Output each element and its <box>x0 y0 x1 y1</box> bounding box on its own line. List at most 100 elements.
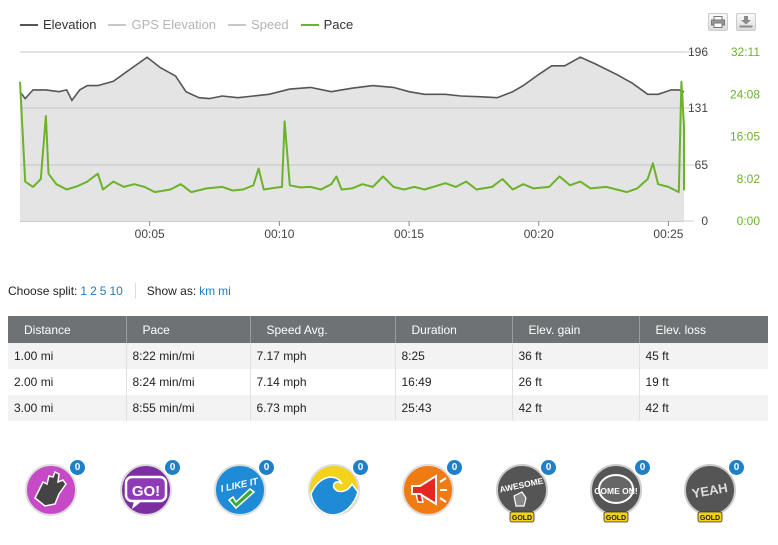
print-button[interactable] <box>708 13 728 31</box>
x-tick-label: 00:25 <box>653 227 683 241</box>
come-on-badge-icon: COME ON! GOLD <box>590 464 642 523</box>
cell-pace: 8:55 min/mi <box>126 395 251 421</box>
badge-count: 0 <box>351 458 370 477</box>
chart-svg: 0 65 131 196 0:00 8:02 16:05 24:08 32:11 00:05 00:… <box>19 45 761 241</box>
table-row: 3.00 mi 8:55 min/mi 6.73 mph 25:43 42 ft… <box>8 395 768 421</box>
awesome-badge-icon: AWESOME GOLD <box>496 464 548 523</box>
table-row: 1.00 mi 8:22 min/mi 7.17 mph 8:25 36 ft … <box>8 343 768 369</box>
legend-item-elevation[interactable]: Elevation <box>20 17 96 32</box>
elevation-area <box>20 57 684 222</box>
badge-count: 0 <box>445 458 464 477</box>
cell-elev-gain: 36 ft <box>512 343 640 369</box>
legend-label: Pace <box>323 17 354 32</box>
y-right-tick-label: 8:02 <box>737 172 761 186</box>
unit-option-km[interactable]: km <box>199 284 216 298</box>
wave-badge-icon <box>308 464 360 516</box>
cell-duration: 25:43 <box>395 395 513 421</box>
split-option-2[interactable]: 2 <box>90 284 97 298</box>
badge-count: 0 <box>163 458 182 477</box>
x-tick-label: 00:15 <box>394 227 424 241</box>
cell-speed: 6.73 mph <box>250 395 396 421</box>
split-controls: Choose split: 1 2 5 10 Show as: km mi <box>8 283 231 299</box>
header-pace[interactable]: Pace <box>126 316 251 343</box>
y-right-tick-label: 0:00 <box>737 214 761 228</box>
legend-item-pace[interactable]: Pace <box>300 17 354 32</box>
i-like-it-badge[interactable]: I LIKE IT 0 <box>214 458 276 528</box>
awesome-badge[interactable]: AWESOME GOLD 0 <box>496 458 558 528</box>
download-button[interactable] <box>736 13 756 31</box>
cell-elev-loss: 19 ft <box>639 369 768 395</box>
cell-speed: 7.17 mph <box>250 343 396 369</box>
x-tick-label: 00:10 <box>264 227 294 241</box>
cell-duration: 16:49 <box>395 369 513 395</box>
i-like-it-badge-icon: I LIKE IT <box>214 464 266 516</box>
cell-distance: 3.00 mi <box>8 395 127 421</box>
cell-elev-gain: 26 ft <box>512 369 640 395</box>
legend-swatch <box>300 23 319 26</box>
legend-label: Elevation <box>43 17 97 32</box>
legend-item-gps-elevation[interactable]: GPS Elevation <box>108 17 216 32</box>
divider <box>134 283 136 299</box>
cell-elev-gain: 42 ft <box>512 395 640 421</box>
high-five-badge[interactable]: 0 <box>25 458 87 528</box>
wave-badge[interactable]: 0 <box>308 458 370 528</box>
y-left-tick-label: 65 <box>695 158 709 172</box>
split-option-10[interactable]: 10 <box>109 284 123 298</box>
go-badge[interactable]: GO! 0 <box>120 458 182 528</box>
megaphone-badge-icon <box>402 464 454 516</box>
elevation-pace-chart[interactable]: 0 65 131 196 0:00 8:02 16:05 24:08 32:11 00:05 00:… <box>0 40 778 250</box>
print-icon <box>711 16 725 28</box>
y-left-tick-label: 0 <box>701 214 708 228</box>
header-elev-gain[interactable]: Elev. gain <box>512 316 640 343</box>
high-five-badge-icon <box>25 464 77 516</box>
legend-swatch <box>20 23 38 26</box>
x-tick-label: 00:20 <box>524 227 554 241</box>
megaphone-badge[interactable]: 0 <box>402 458 464 528</box>
cell-distance: 2.00 mi <box>8 369 127 395</box>
badge-count: 0 <box>257 458 276 477</box>
cell-pace: 8:24 min/mi <box>126 369 251 395</box>
y-right-tick-label: 24:08 <box>730 87 760 101</box>
header-elev-loss[interactable]: Elev. loss <box>639 316 768 343</box>
header-distance[interactable]: Distance <box>8 316 127 343</box>
cell-distance: 1.00 mi <box>8 343 127 369</box>
cell-elev-loss: 45 ft <box>639 343 768 369</box>
legend-label: GPS Elevation <box>131 17 217 32</box>
pace-line <box>19 80 685 194</box>
table-row: 2.00 mi 8:24 min/mi 7.14 mph 16:49 26 ft… <box>8 369 768 395</box>
cell-elev-loss: 42 ft <box>639 395 768 421</box>
badge-count: 0 <box>727 458 746 477</box>
cell-duration: 8:25 <box>395 343 513 369</box>
yeah-badge[interactable]: YEAH GOLD 0 <box>684 458 746 528</box>
legend-item-speed[interactable]: Speed <box>228 17 289 32</box>
badge-tag: GOLD <box>512 515 532 522</box>
cheer-badges: 0 GO! 0 I LIKE IT 0 0 <box>0 458 778 532</box>
badge-count: 0 <box>633 458 652 477</box>
y-right-tick-label: 16:05 <box>730 130 760 144</box>
download-icon <box>739 16 753 28</box>
badge-count: 0 <box>68 458 87 477</box>
show-as-label: Show as: <box>146 284 197 298</box>
chart-legend: Elevation GPS Elevation Speed Pace <box>20 17 365 32</box>
go-badge-icon: GO! <box>120 464 172 516</box>
y-left-tick-label: 131 <box>688 101 708 115</box>
legend-label: Speed <box>251 17 289 32</box>
header-duration[interactable]: Duration <box>395 316 513 343</box>
cell-pace: 8:22 min/mi <box>126 343 251 369</box>
legend-swatch <box>108 23 127 26</box>
table-header-row: Distance Pace Speed Avg. Duration Elev. … <box>8 316 768 343</box>
yeah-badge-icon: YEAH GOLD <box>684 464 736 523</box>
x-tick-label: 00:05 <box>135 227 165 241</box>
come-on-badge[interactable]: COME ON! GOLD 0 <box>590 458 652 528</box>
y-right-tick-label: 32:11 <box>731 45 760 59</box>
y-left-tick-label: 196 <box>688 45 708 59</box>
badge-text: COME ON! <box>594 486 638 496</box>
badge-tag: GOLD <box>700 515 720 522</box>
split-option-5[interactable]: 5 <box>99 284 107 298</box>
header-speed-avg[interactable]: Speed Avg. <box>250 316 396 343</box>
legend-swatch <box>228 23 247 26</box>
unit-option-mi[interactable]: mi <box>218 284 231 298</box>
elevation-line <box>19 56 685 102</box>
split-option-1[interactable]: 1 <box>80 284 88 298</box>
badge-text: GO! <box>132 483 160 500</box>
